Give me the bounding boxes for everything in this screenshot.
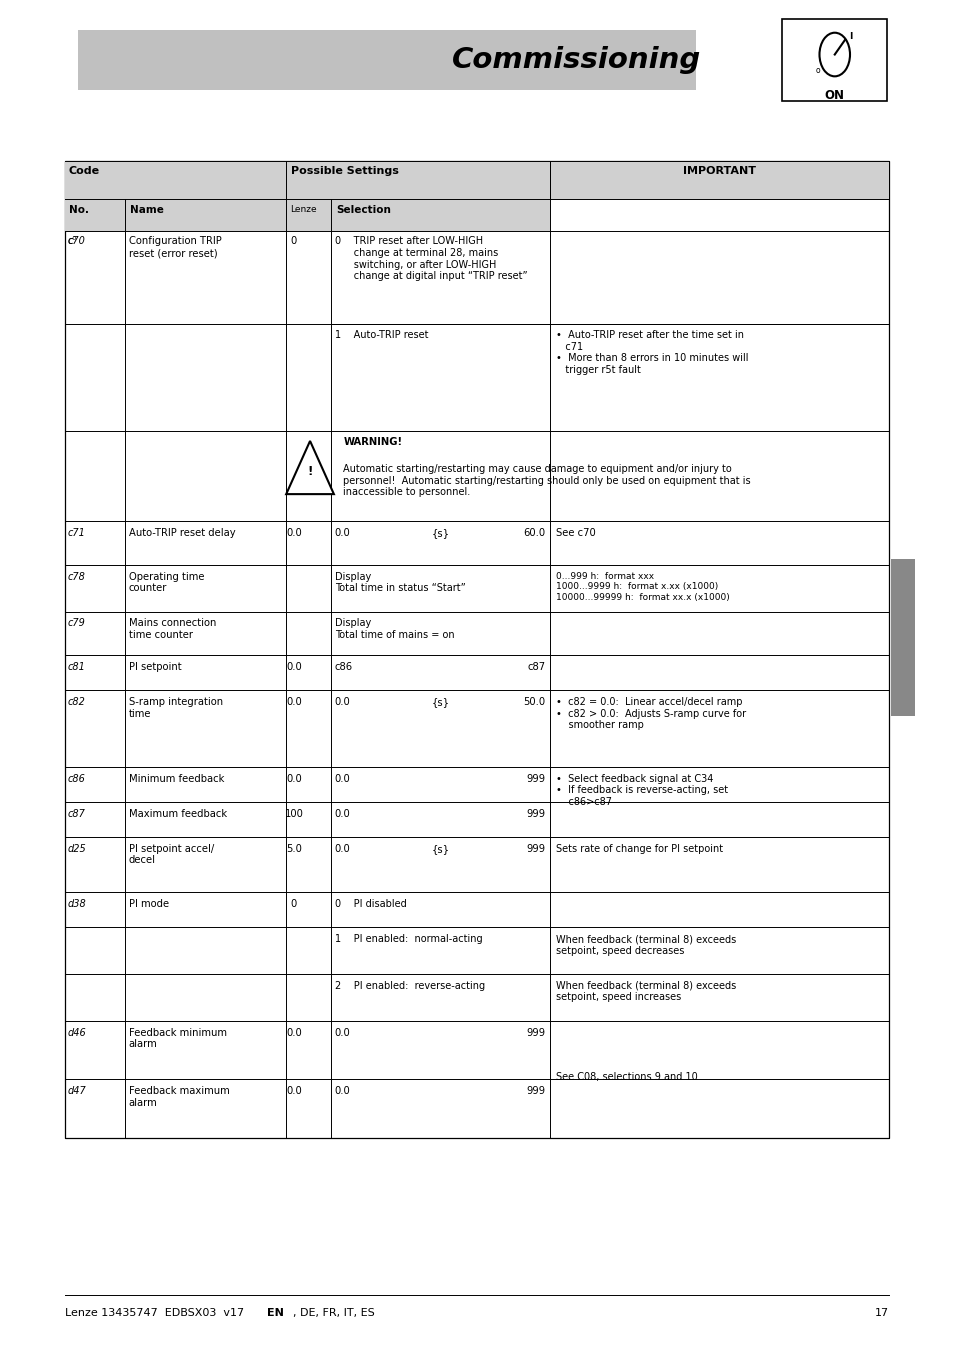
Text: 0.0: 0.0 (335, 1086, 351, 1096)
Text: 0.0: 0.0 (286, 662, 301, 672)
Text: 0...999 h:  format xxx
1000...9999 h:  format x.xx (x1000)
10000...99999 h:  for: 0...999 h: format xxx 1000...9999 h: for… (556, 571, 729, 601)
Text: When feedback (terminal 8) exceeds
setpoint, speed increases: When feedback (terminal 8) exceeds setpo… (556, 981, 736, 1002)
Text: IMPORTANT: IMPORTANT (682, 166, 756, 176)
Text: I: I (848, 33, 852, 41)
Text: Configuration TRIP
reset (error reset): Configuration TRIP reset (error reset) (129, 236, 221, 258)
Text: c87: c87 (68, 808, 86, 819)
Text: c86: c86 (68, 774, 86, 784)
Text: d47: d47 (68, 1086, 87, 1096)
Text: {s}: {s} (432, 696, 449, 707)
Text: •  Select feedback signal at C34
•  If feedback is reverse-acting, set
    c86>c: • Select feedback signal at C34 • If fee… (556, 774, 727, 807)
Text: 50.0: 50.0 (523, 696, 545, 707)
Text: •  Auto-TRIP reset after the time set in
   c71
•  More than 8 errors in 10 minu: • Auto-TRIP reset after the time set in … (556, 330, 748, 375)
Text: 0.0: 0.0 (286, 529, 301, 538)
Text: d25: d25 (68, 844, 87, 853)
Text: !: ! (307, 465, 313, 478)
FancyBboxPatch shape (65, 161, 888, 199)
Text: Display
Total time in status “Start”: Display Total time in status “Start” (335, 571, 465, 593)
Text: {s}: {s} (432, 844, 449, 853)
Text: Name: Name (130, 204, 164, 215)
Text: Code: Code (69, 166, 100, 176)
Text: 0    PI disabled: 0 PI disabled (335, 900, 406, 909)
Text: ON: ON (824, 89, 843, 102)
Text: d46: d46 (68, 1028, 87, 1037)
Text: {s}: {s} (432, 529, 449, 538)
Text: 0.0: 0.0 (335, 529, 351, 538)
Text: c87: c87 (527, 662, 545, 672)
FancyBboxPatch shape (78, 30, 696, 90)
Text: S-ramp integration
time: S-ramp integration time (129, 696, 223, 718)
Text: 0.0: 0.0 (335, 696, 351, 707)
Text: PI setpoint accel/
decel: PI setpoint accel/ decel (129, 844, 213, 866)
Text: When feedback (terminal 8) exceeds
setpoint, speed decreases: When feedback (terminal 8) exceeds setpo… (556, 934, 736, 955)
Text: Feedback minimum
alarm: Feedback minimum alarm (129, 1028, 227, 1050)
Text: 17: 17 (874, 1308, 888, 1318)
Text: c86: c86 (335, 662, 353, 672)
Text: Feedback maximum
alarm: Feedback maximum alarm (129, 1086, 230, 1108)
Text: 0.0: 0.0 (335, 844, 351, 853)
Text: 100: 100 (284, 808, 303, 819)
Text: Auto-TRIP reset delay: Auto-TRIP reset delay (129, 529, 235, 538)
Text: c79: c79 (68, 619, 86, 628)
Text: c82: c82 (68, 696, 86, 707)
Text: 1    PI enabled:  normal-acting: 1 PI enabled: normal-acting (335, 934, 482, 945)
Text: WARNING!: WARNING! (343, 436, 402, 447)
Text: c81: c81 (68, 662, 86, 672)
Text: No.: No. (69, 204, 89, 215)
Text: Selection: Selection (335, 204, 391, 215)
Text: 0.0: 0.0 (286, 1028, 301, 1037)
Text: Automatic starting/restarting may cause damage to equipment and/or injury to
per: Automatic starting/restarting may cause … (343, 463, 750, 497)
Text: See c70: See c70 (556, 529, 596, 538)
Text: 999: 999 (526, 774, 545, 784)
Text: EN: EN (267, 1308, 284, 1318)
FancyBboxPatch shape (890, 559, 914, 716)
Text: 0: 0 (291, 900, 296, 909)
Text: 0    TRIP reset after LOW-HIGH
      change at terminal 28, mains
      switchin: 0 TRIP reset after LOW-HIGH change at te… (335, 236, 527, 281)
Text: 0: 0 (291, 236, 296, 247)
Text: •  c82 = 0.0:  Linear accel/decel ramp
•  c82 > 0.0:  Adjusts S-ramp curve for
 : • c82 = 0.0: Linear accel/decel ramp • c… (556, 696, 745, 731)
Text: 999: 999 (526, 1086, 545, 1096)
FancyBboxPatch shape (781, 19, 886, 101)
Text: 999: 999 (526, 808, 545, 819)
Text: Display
Total time of mains = on: Display Total time of mains = on (335, 619, 454, 641)
Text: Sets rate of change for PI setpoint: Sets rate of change for PI setpoint (556, 844, 722, 853)
FancyBboxPatch shape (65, 161, 888, 1138)
Text: See C08, selections 9 and 10: See C08, selections 9 and 10 (556, 1073, 698, 1082)
Text: c71: c71 (68, 529, 86, 538)
Polygon shape (286, 442, 334, 495)
Text: 999: 999 (526, 1028, 545, 1037)
Text: 5.0: 5.0 (286, 844, 301, 853)
Text: c⁰: c⁰ (68, 236, 77, 247)
Text: 0.0: 0.0 (286, 774, 301, 784)
FancyBboxPatch shape (65, 199, 550, 230)
Text: c78: c78 (68, 571, 86, 582)
Text: Lenze 13435747  EDBSX03  v17: Lenze 13435747 EDBSX03 v17 (65, 1308, 251, 1318)
Text: Commissioning: Commissioning (452, 46, 700, 74)
Text: 0.0: 0.0 (286, 1086, 301, 1096)
Text: 2    PI enabled:  reverse-acting: 2 PI enabled: reverse-acting (335, 981, 484, 991)
Text: , DE, FR, IT, ES: , DE, FR, IT, ES (293, 1308, 375, 1318)
Text: Minimum feedback: Minimum feedback (129, 774, 224, 784)
Text: PI mode: PI mode (129, 900, 169, 909)
Text: Possible Settings: Possible Settings (291, 166, 398, 176)
Text: PI setpoint: PI setpoint (129, 662, 181, 672)
Text: Mains connection
time counter: Mains connection time counter (129, 619, 216, 641)
Text: 0.0: 0.0 (335, 774, 351, 784)
Circle shape (819, 33, 849, 76)
Text: 0.0: 0.0 (286, 696, 301, 707)
Text: Lenze: Lenze (290, 204, 316, 214)
Text: Operating time
counter: Operating time counter (129, 571, 204, 593)
Text: o: o (815, 67, 819, 75)
Text: 999: 999 (526, 844, 545, 853)
Text: 0.0: 0.0 (335, 808, 351, 819)
Text: d38: d38 (68, 900, 87, 909)
Text: 0.0: 0.0 (335, 1028, 351, 1037)
Text: c70: c70 (68, 236, 86, 247)
Text: Maximum feedback: Maximum feedback (129, 808, 227, 819)
Text: 1    Auto-TRIP reset: 1 Auto-TRIP reset (335, 330, 428, 339)
Text: 60.0: 60.0 (523, 529, 545, 538)
